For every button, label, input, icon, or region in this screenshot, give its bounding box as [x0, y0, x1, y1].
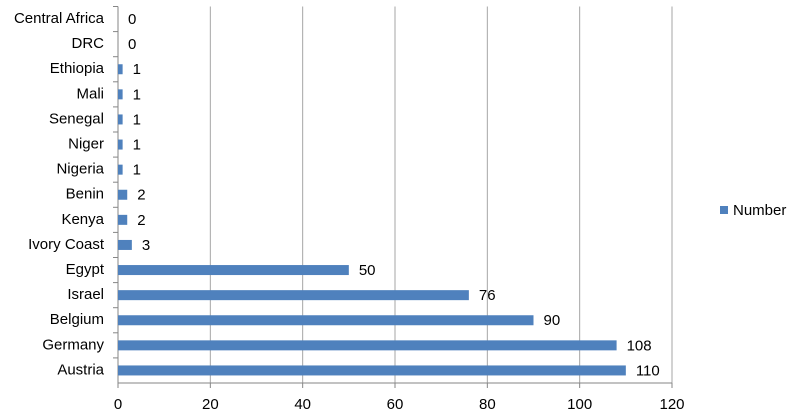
x-tick-label: 20 — [202, 396, 219, 413]
data-label: 1 — [133, 111, 141, 128]
x-tick-label: 100 — [567, 396, 592, 413]
data-label: 90 — [544, 312, 561, 329]
data-label: 0 — [128, 11, 136, 28]
y-tick-label: Austria — [57, 361, 104, 378]
y-tick-label: Central Africa — [14, 10, 105, 27]
x-tick-label: 120 — [659, 396, 684, 413]
bar — [118, 290, 469, 301]
x-tick-label: 0 — [114, 396, 122, 413]
legend-label: Number — [733, 202, 786, 219]
data-label: 1 — [133, 86, 141, 103]
data-label: 1 — [133, 61, 141, 78]
data-label: 1 — [133, 162, 141, 179]
data-label: 108 — [627, 337, 652, 354]
data-label: 1 — [133, 137, 141, 154]
y-tick-label: Mali — [76, 85, 104, 102]
y-tick-label: Egypt — [66, 261, 105, 278]
y-tick-label: Ivory Coast — [28, 236, 105, 253]
data-label: 2 — [137, 187, 145, 204]
y-tick-label: Benin — [66, 186, 104, 203]
y-tick-label: Kenya — [61, 211, 104, 228]
bar — [118, 189, 128, 200]
bar — [118, 164, 123, 175]
bar — [118, 89, 123, 100]
y-tick-label: DRC — [72, 35, 105, 52]
bar — [118, 139, 123, 150]
x-tick-label: 60 — [387, 396, 404, 413]
bar — [118, 365, 626, 376]
bar — [118, 239, 132, 250]
data-label: 3 — [142, 237, 150, 254]
y-tick-label: Belgium — [50, 311, 104, 328]
bar — [118, 214, 128, 225]
bar — [118, 64, 123, 75]
x-tick-label: 80 — [479, 396, 496, 413]
bar — [118, 315, 534, 326]
y-tick-label: Ethiopia — [50, 60, 105, 77]
bar — [118, 340, 617, 351]
legend-swatch — [720, 206, 728, 214]
y-tick-label: Israel — [67, 286, 104, 303]
bar — [118, 265, 349, 276]
data-label: 2 — [137, 212, 145, 229]
y-tick-label: Niger — [68, 136, 104, 153]
y-tick-label: Nigeria — [56, 161, 104, 178]
x-tick-label: 40 — [294, 396, 311, 413]
y-tick-label: Germany — [42, 336, 104, 353]
data-label: 50 — [359, 262, 376, 279]
data-label: 0 — [128, 36, 136, 53]
data-label: 110 — [636, 362, 660, 379]
bar — [118, 114, 123, 125]
y-tick-label: Senegal — [49, 110, 104, 127]
data-label: 76 — [479, 287, 496, 304]
